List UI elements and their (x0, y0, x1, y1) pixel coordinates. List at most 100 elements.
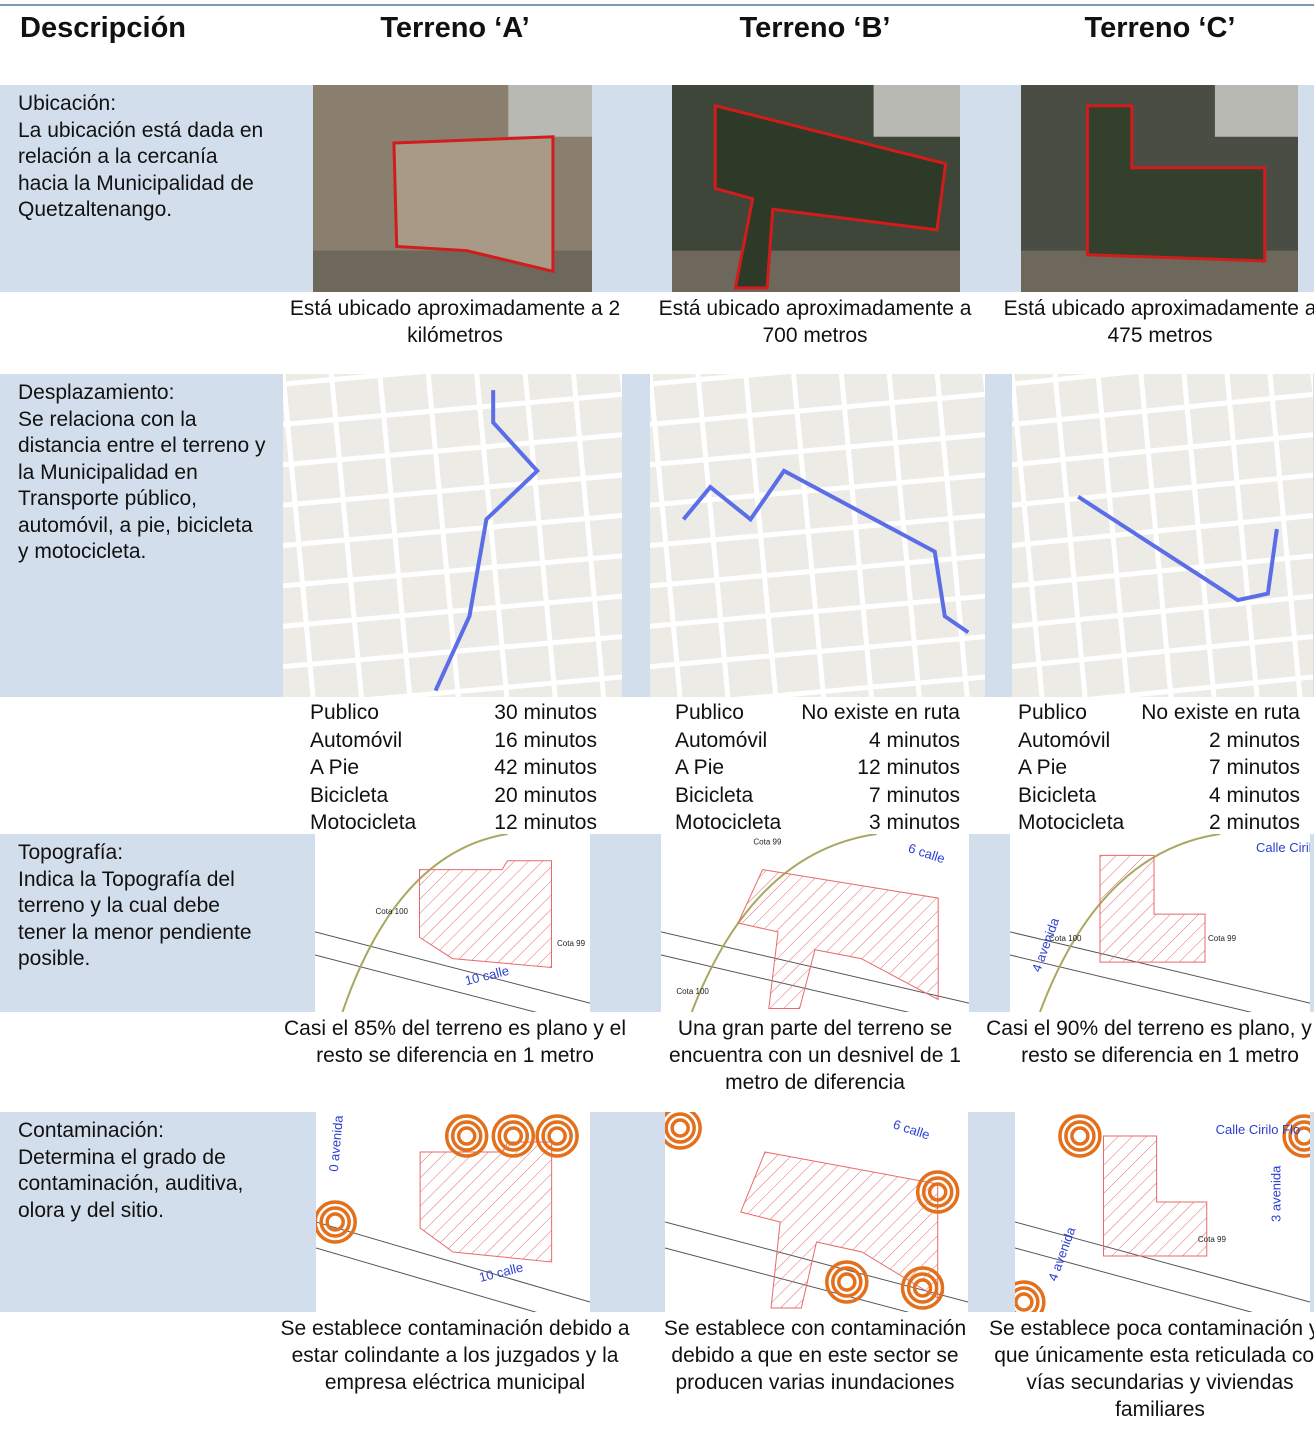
terrain-image (283, 374, 622, 697)
travel-time: No existe en ruta (1141, 701, 1300, 724)
row-text: Determina el grado de contaminación, aud… (18, 1145, 244, 1222)
caption: Se establece contaminación debido a esta… (280, 1317, 630, 1394)
street (650, 513, 985, 548)
noise-source (1015, 1286, 1040, 1312)
image-label: 3 avenida (1269, 1165, 1284, 1222)
travel-mode: Publico (310, 701, 379, 724)
travel-mode: Bicicleta (1018, 783, 1097, 807)
header-column: Terreno ‘B’ (739, 12, 891, 44)
noise-source (1064, 1120, 1096, 1152)
street (283, 472, 622, 508)
caption: Una gran parte del terreno se encuentra … (669, 1017, 961, 1094)
travel-time: 30 minutos (494, 701, 597, 724)
lot-outline (392, 135, 555, 274)
street (838, 374, 874, 697)
row-text: Indica la Topografía del terreno y la cu… (18, 867, 252, 971)
travel-mode: A Pie (675, 756, 725, 779)
street (695, 374, 731, 697)
travel-time: 2 minutos (1208, 728, 1300, 752)
travel-time: 4 minutos (1208, 783, 1300, 807)
noise-source (665, 1112, 696, 1144)
travel-time: 2 minutos (1208, 811, 1300, 834)
street (1015, 1221, 1310, 1303)
terrain-image (313, 85, 592, 292)
noise-source (670, 1118, 690, 1138)
street (283, 374, 316, 697)
lot (1099, 854, 1206, 963)
row-description: Topografía: Indica la Topografía del terr… (18, 840, 268, 973)
travel-time: 7 minutos (868, 783, 960, 807)
travel-mode: Automóvil (675, 728, 768, 752)
noise-source (316, 1200, 357, 1244)
terrain-image (650, 374, 985, 697)
noise-source (503, 1126, 524, 1146)
noise-source (825, 1260, 869, 1304)
street (425, 374, 461, 697)
travel-time: No existe en ruta (801, 701, 960, 724)
travel-mode: Motocicleta (310, 811, 417, 834)
street (1012, 553, 1313, 589)
travel-time: 16 minutos (494, 728, 597, 752)
caption: Casi el 85% del terreno es plano y el re… (283, 1017, 627, 1067)
lot-outline (1085, 104, 1267, 263)
noise-source (906, 1272, 939, 1304)
noise-source (319, 1206, 351, 1238)
travel-time: 42 minutos (494, 756, 597, 779)
noise-source (547, 1126, 567, 1146)
image-label: Cota 99 (557, 939, 586, 948)
lot-outline (713, 103, 948, 290)
street (283, 553, 622, 589)
row-title: Desplazamiento: (18, 381, 175, 404)
noise-source (450, 1120, 483, 1152)
street (283, 391, 622, 427)
route (1077, 495, 1279, 603)
noise-source (1015, 1292, 1034, 1312)
street (328, 374, 364, 697)
travel-mode: Publico (675, 701, 744, 724)
street (377, 374, 413, 697)
street (1015, 1247, 1253, 1312)
image-label: Cota 100 (376, 907, 409, 916)
street (1012, 391, 1313, 427)
travel-time: 12 minutos (857, 756, 960, 779)
street (316, 1221, 590, 1303)
street (367, 674, 622, 697)
image-label: Calle Cirilo (1256, 840, 1310, 855)
noise-source (497, 1120, 530, 1152)
noise-source (912, 1278, 933, 1298)
noise-source (1288, 1120, 1310, 1152)
building (508, 85, 592, 137)
noise-source (535, 1114, 579, 1158)
street (1010, 931, 1310, 1004)
lot (737, 869, 939, 1009)
street (650, 553, 985, 589)
noise-source (456, 1126, 477, 1146)
row-description: Desplazamiento: Se relaciona con la dista… (18, 380, 268, 566)
street (1181, 374, 1217, 697)
caption: Está ubicado aproximadamente a 475 metro… (1003, 297, 1314, 347)
building (873, 85, 960, 137)
building (1214, 85, 1298, 137)
terrain-image (1012, 374, 1313, 697)
route (681, 468, 970, 635)
lot (1103, 1135, 1208, 1257)
caption: Está ubicado aproximadamente a 700 metro… (658, 297, 972, 347)
noise-source (491, 1114, 536, 1158)
terrain-image (672, 85, 960, 292)
street (934, 374, 970, 697)
noise-source (1294, 1126, 1310, 1146)
header-column: Terreno ‘C’ (1084, 12, 1236, 44)
street (283, 374, 425, 387)
noise-source (325, 1212, 345, 1232)
row-description: Contaminación: Determina el grado de cont… (18, 1118, 268, 1224)
noise-source (837, 1272, 857, 1292)
top-rule (0, 4, 1314, 6)
image-label: Cota 99 (753, 838, 782, 847)
row-text: La ubicación está dada en relación a la … (18, 118, 264, 222)
travel-time: 12 minutos (494, 811, 597, 834)
street (522, 374, 558, 697)
noise-source (921, 1176, 954, 1208)
image-label: Calle Cirilo Flo (1216, 1122, 1301, 1137)
